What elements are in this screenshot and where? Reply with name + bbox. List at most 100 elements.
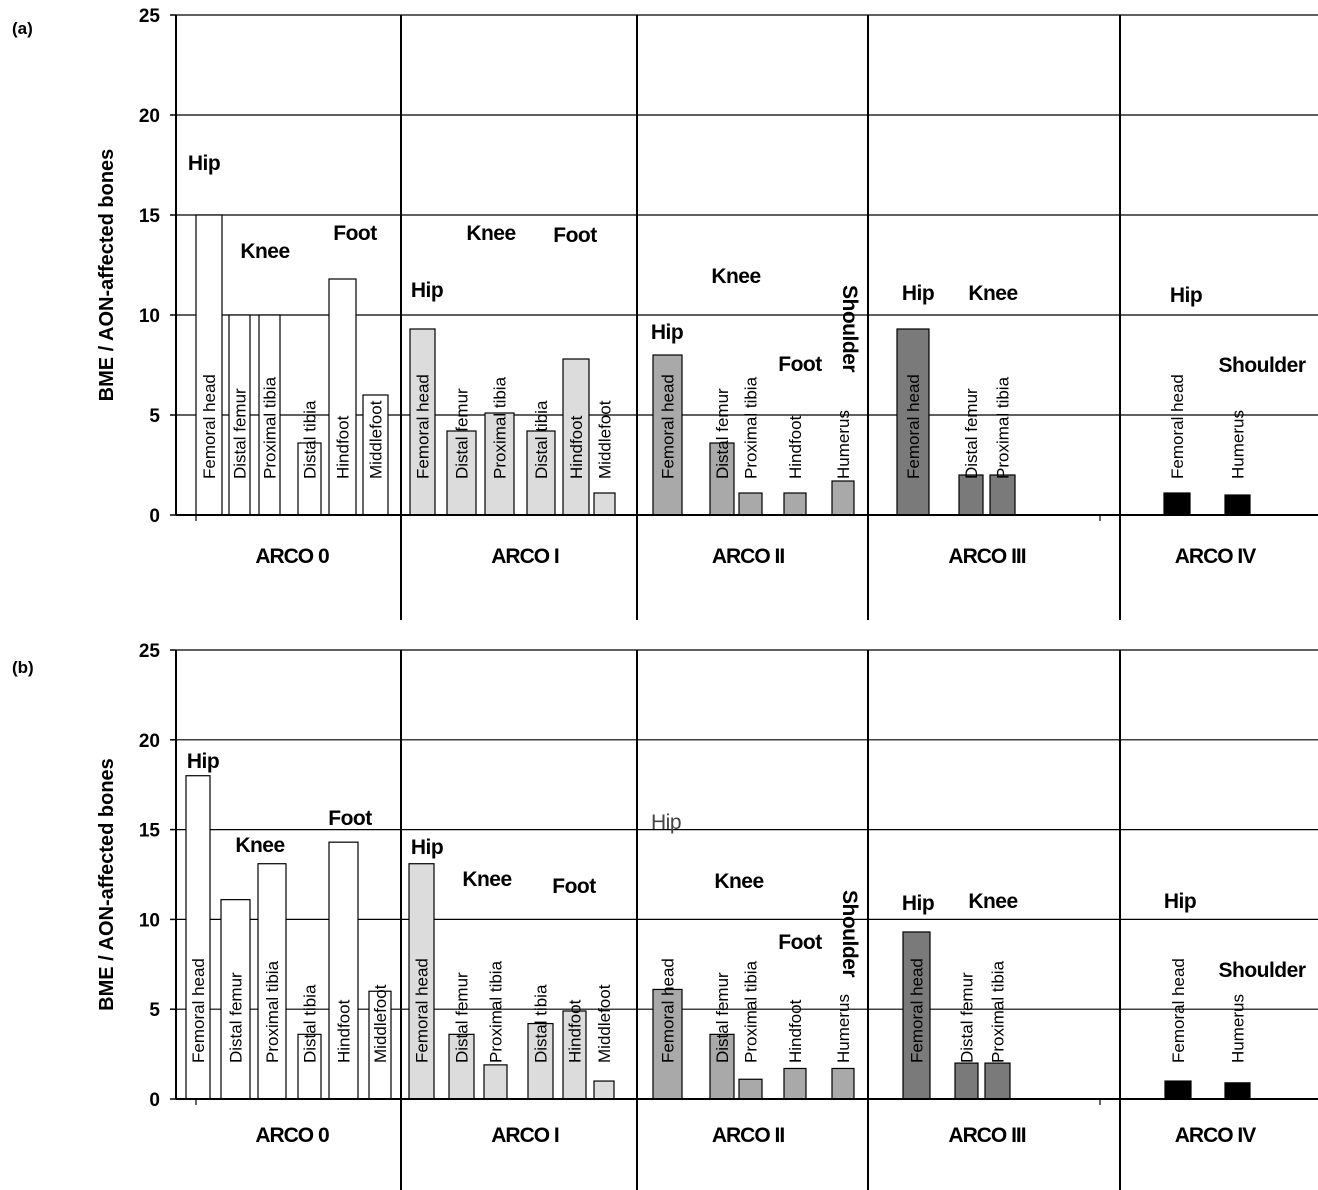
- bar: [328, 278, 357, 516]
- bar: [408, 863, 435, 1100]
- bar-label: Femoral head: [1168, 374, 1187, 479]
- x-tick-label: ARCO I: [491, 1124, 559, 1147]
- bar-label: Distal femur: [227, 972, 246, 1063]
- bar-label: Proximal tibia: [742, 960, 761, 1063]
- bar: [984, 1062, 1011, 1100]
- panel-label: (a): [12, 19, 33, 38]
- x-tick-label: ARCO IV: [1175, 545, 1257, 568]
- bar: [831, 480, 855, 516]
- bar-label: Distal femur: [231, 388, 250, 479]
- group-label: Shoulder: [1218, 959, 1305, 982]
- group-label: Foot: [552, 875, 596, 898]
- bar: [652, 988, 683, 1100]
- bar: [1163, 492, 1191, 516]
- group-label: Hip: [902, 282, 934, 305]
- bar-label: Middlefoot: [595, 984, 614, 1063]
- bar-label: Femoral head: [189, 958, 208, 1063]
- bar-label: Proximal tibia: [263, 960, 282, 1063]
- bar-label: Proximal tibia: [491, 376, 510, 479]
- y-axis-label: BME / AON-affected bones: [96, 758, 118, 1011]
- x-tick-label: ARCO 0: [255, 1124, 329, 1147]
- bar-label: Femoral head: [200, 374, 219, 479]
- bar: [831, 1067, 855, 1100]
- group-label: Hip: [188, 152, 220, 175]
- bar-label: Hindfoot: [786, 999, 805, 1063]
- group-label: Knee: [462, 868, 511, 891]
- bar: [738, 492, 763, 516]
- bar-label: Proximal tibia: [261, 376, 280, 479]
- bar-label: Distal femur: [958, 972, 977, 1063]
- x-tick-label: ARCO II: [712, 545, 785, 568]
- bar-label: Femoral head: [414, 374, 433, 479]
- bar-label: Distal femur: [713, 388, 732, 479]
- bar-label: Femoral head: [1169, 958, 1188, 1063]
- group-label: Hip: [411, 836, 443, 859]
- bar: [954, 1062, 979, 1100]
- group-label: Knee: [240, 240, 289, 263]
- bar-label: Femoral head: [659, 958, 678, 1063]
- bar-label: Hindfoot: [786, 415, 805, 479]
- bar: [593, 492, 616, 516]
- y-tick-label: 25: [139, 641, 161, 662]
- group-label: Shoulder: [838, 890, 861, 977]
- group-label: Foot: [553, 224, 597, 247]
- group-label: Foot: [778, 931, 822, 954]
- bar: [989, 474, 1016, 516]
- bar-label: Distal tibia: [532, 984, 551, 1063]
- y-tick-label: 0: [149, 1090, 160, 1111]
- bar-label: Hindfoot: [334, 415, 353, 479]
- y-tick-label: 0: [149, 506, 160, 527]
- bar: [362, 394, 389, 516]
- group-label: Hip: [651, 321, 683, 344]
- x-tick-label: ARCO IV: [1175, 1124, 1257, 1147]
- group-label: Shoulder: [838, 285, 861, 372]
- bar-label: Distal tibia: [301, 400, 320, 479]
- group-label: Shoulder: [1218, 354, 1305, 377]
- y-tick-label: 20: [139, 106, 160, 127]
- y-tick-label: 10: [139, 910, 160, 931]
- bar-label: Distal femur: [453, 972, 472, 1063]
- bar: [1224, 1082, 1251, 1100]
- bar-label: Humerus: [1229, 994, 1248, 1063]
- panel-a: (a) 0 5 10 15 20 25 BME / AON-affected bones Fem…: [12, 6, 1318, 620]
- y-tick-label: 5: [149, 1000, 160, 1021]
- bar: [1224, 494, 1251, 516]
- bar: [257, 863, 287, 1100]
- bar: [409, 328, 436, 516]
- bar: [958, 474, 984, 516]
- group-label: Knee: [711, 265, 760, 288]
- group-label: Hip: [1164, 890, 1196, 913]
- bar-label: Distal femur: [713, 972, 732, 1063]
- group-label: Foot: [778, 353, 822, 376]
- bar: [220, 899, 251, 1100]
- y-axis-label: BME / AON-affected bones: [96, 149, 118, 402]
- y-tick-label: 10: [139, 306, 160, 327]
- bar: [593, 1080, 615, 1100]
- bar-label: Proximal tibia: [487, 960, 506, 1063]
- x-tick-label: ARCO I: [491, 545, 559, 568]
- bar-label: Femoral head: [659, 374, 678, 479]
- bar: [896, 328, 930, 516]
- group-label: Knee: [235, 834, 284, 857]
- bar-label: Distal femur: [962, 388, 981, 479]
- panel-b: (b) 0 5 10 15 20 25 BME / AON-affected bones Fem…: [12, 641, 1318, 1190]
- y-tick-label: 20: [139, 731, 160, 752]
- bar: [783, 492, 807, 516]
- y-tick-label: 15: [139, 821, 161, 842]
- group-label: Hip: [1170, 284, 1202, 307]
- bar: [783, 1067, 807, 1100]
- bar-label: Femoral head: [908, 958, 927, 1063]
- bar-label: Proximal tibia: [994, 376, 1013, 479]
- bar: [195, 214, 223, 516]
- group-label: Foot: [333, 222, 377, 245]
- bar: [1164, 1080, 1192, 1100]
- bar-label: Hindfoot: [566, 999, 585, 1063]
- bar-label: Humerus: [1229, 410, 1248, 479]
- bar-label: Middlefoot: [596, 400, 615, 479]
- bar-label: Middlefoot: [371, 984, 390, 1063]
- y-tick-label: 25: [139, 6, 161, 27]
- group-label: Hip: [651, 811, 681, 834]
- bar-label: Distal tibia: [301, 984, 320, 1063]
- group-label: Hip: [187, 750, 219, 773]
